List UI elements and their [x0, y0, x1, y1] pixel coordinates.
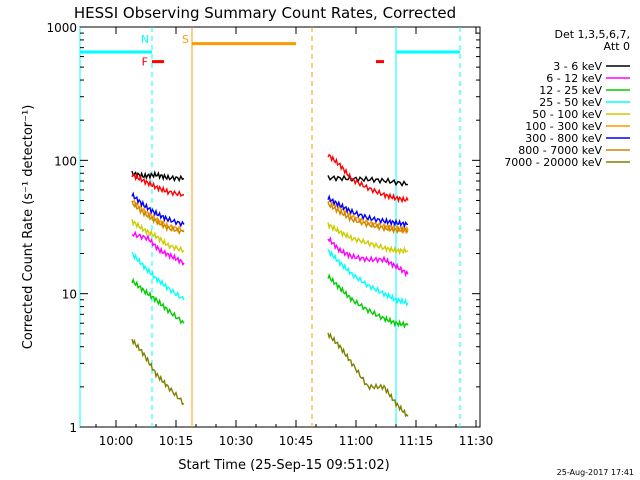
y-tick-label: 1 — [69, 421, 77, 435]
legend-header-line-1: Det 1,3,5,6,7, — [554, 28, 630, 41]
legend-label: 7000 - 20000 keV — [504, 156, 602, 169]
x-tick-label: 10:30 — [219, 434, 254, 448]
plot-frame — [79, 26, 481, 428]
x-tick-label: 10:00 — [99, 434, 134, 448]
series-line — [131, 230, 185, 266]
legend-header-line-2: Att 0 — [604, 40, 630, 53]
legend-label: 100 - 300 keV — [525, 120, 602, 133]
y-axis: 1 10 100 1000 — [46, 21, 480, 435]
legend-label: 3 - 6 keV — [553, 60, 602, 73]
x-tick-label: 11:30 — [459, 434, 494, 448]
series-line — [327, 222, 409, 256]
series-line — [327, 249, 409, 307]
legend-label: 800 - 7000 keV — [518, 144, 602, 157]
series-line — [131, 338, 185, 406]
x-tick-label: 11:00 — [339, 434, 374, 448]
x-axis: 10:00 10:15 10:30 10:45 11:00 11:15 11:30 — [95, 27, 494, 448]
legend-label: 25 - 50 keV — [539, 96, 602, 109]
series-line — [327, 174, 409, 188]
series-line — [327, 236, 409, 278]
series-line — [327, 153, 409, 204]
x-tick-label: 10:45 — [279, 434, 314, 448]
series-line — [131, 191, 185, 228]
y-axis-label: Corrected Count Rate (s⁻¹ detector⁻¹) — [21, 105, 36, 350]
y-tick-label: 10 — [62, 288, 77, 302]
series-line — [131, 172, 185, 197]
x-tick-label: 10:15 — [159, 434, 194, 448]
series-line — [327, 194, 409, 229]
chart-title: HESSI Observing Summary Count Rates, Cor… — [74, 4, 456, 22]
series-line — [131, 251, 185, 301]
x-axis-label: Start Time (25-Sep-15 09:51:02) — [178, 458, 389, 473]
series-line — [131, 277, 185, 325]
state-bar-label: F — [142, 56, 148, 69]
event-marker-label: N — [141, 33, 149, 46]
y-tick-label: 100 — [54, 154, 77, 168]
legend-label: 300 - 800 keV — [525, 132, 602, 145]
series-line — [327, 201, 409, 235]
footer-timestamp: 25-Aug-2017 17:41 — [557, 468, 634, 477]
legend-label: 50 - 100 keV — [532, 108, 602, 121]
y-tick-label: 1000 — [46, 21, 77, 35]
x-tick-label: 11:15 — [399, 434, 434, 448]
event-marker-label: S — [182, 33, 189, 46]
series-line — [131, 219, 185, 254]
legend-label: 6 - 12 keV — [546, 72, 602, 85]
series-line — [131, 200, 185, 235]
series-line — [327, 332, 409, 418]
legend-label: 12 - 25 keV — [539, 84, 602, 97]
series-line — [327, 273, 409, 329]
plot-area: N S F — [79, 26, 481, 428]
